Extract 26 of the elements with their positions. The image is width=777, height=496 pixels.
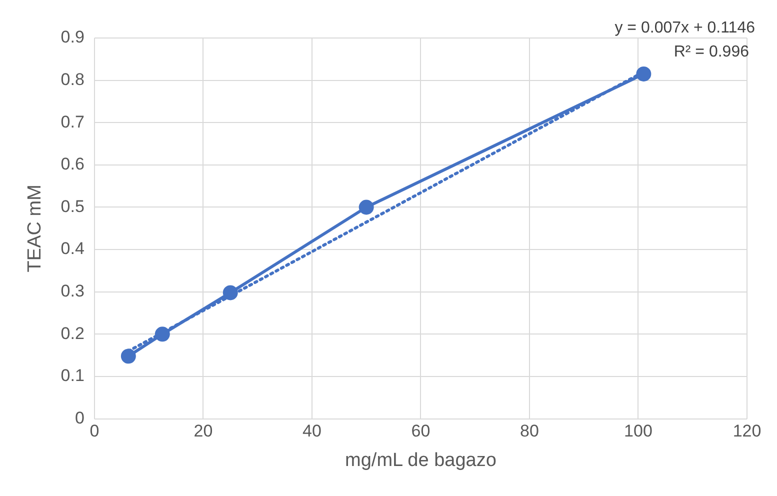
y-tick-label: 0.8 [60,70,84,89]
x-axis-title: mg/mL de bagazo [345,450,496,471]
point [358,200,374,215]
y-tick-label: 0.5 [60,196,84,216]
y-tick-label: 0.9 [60,28,84,47]
y-tick-label: 0.2 [60,324,84,343]
y-tick-label: 0 [74,408,84,428]
y-tick-label: 0.1 [60,366,84,386]
y-tick-label: 0.3 [60,282,84,301]
y-tick-label: 0.4 [60,239,84,258]
text: y = 0.007x + 0.1146 [614,19,756,36]
x-tick-label: 0 [90,422,100,441]
y-tick-label: 0.7 [60,112,84,132]
annotation: R² = 0.996 [674,43,750,60]
x-tick-label: 120 [732,422,762,441]
y-axis-title: TEAC mM [24,184,46,272]
x-tick-label: 80 [520,422,539,441]
x-tick-label: 20 [194,422,213,441]
y-tick-label: 0.6 [60,154,84,174]
point [222,285,238,300]
point [154,326,170,342]
x-tick-label: 40 [302,422,322,441]
point [636,66,652,82]
point [120,348,136,364]
x-tick-label: 100 [624,422,652,441]
x-tick-label: 60 [411,422,430,441]
